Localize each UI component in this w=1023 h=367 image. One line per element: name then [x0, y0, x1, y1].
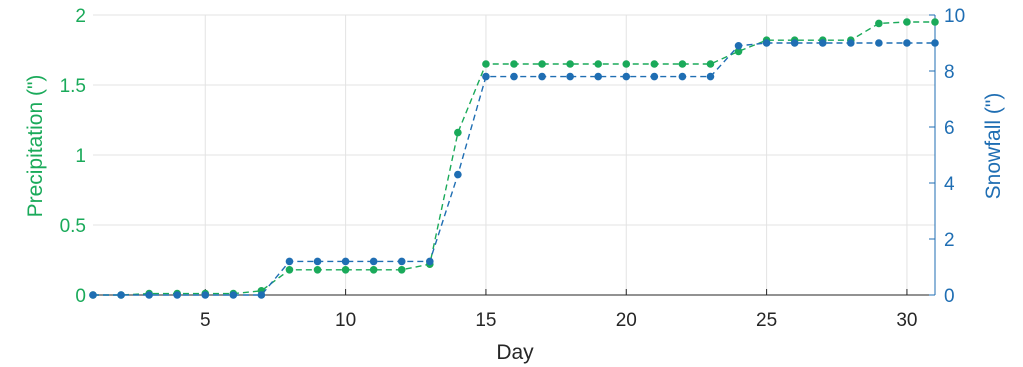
right-y-tick-label: 8: [944, 62, 955, 83]
data-point: [257, 291, 266, 299]
data-point: [538, 60, 546, 68]
data-point: [454, 128, 462, 137]
data-point: [706, 72, 715, 81]
data-point: [313, 266, 322, 274]
snowfall-series: [89, 39, 939, 299]
data-point: [89, 291, 97, 299]
data-point: [426, 257, 434, 266]
data-point: [173, 291, 181, 299]
x-axis-label: Day: [496, 341, 534, 364]
x-tick-label: 10: [335, 310, 356, 331]
data-point: [229, 291, 238, 299]
data-point: [818, 39, 827, 47]
data-point: [931, 18, 939, 26]
data-point: [734, 42, 743, 50]
data-point: [369, 257, 378, 266]
x-tick-label: 15: [475, 310, 496, 331]
data-point: [341, 266, 350, 274]
data-point: [285, 257, 294, 266]
data-point: [341, 257, 350, 266]
data-point: [734, 47, 743, 56]
data-point: [482, 60, 490, 68]
left-y-tick-label: 2: [75, 6, 86, 27]
data-point: [285, 266, 294, 274]
right-y-tick-label: 4: [944, 174, 955, 195]
data-point: [482, 72, 490, 81]
data-point: [903, 39, 911, 47]
data-point: [622, 72, 631, 81]
data-point: [313, 257, 322, 266]
series-line: [93, 42, 935, 296]
data-point: [594, 72, 602, 81]
data-point: [762, 39, 771, 47]
data-point: [594, 60, 602, 68]
left-y-tick-label: 0: [75, 286, 86, 307]
data-point: [566, 60, 574, 68]
data-point: [650, 60, 659, 68]
right-y-tick-label: 10: [944, 6, 965, 27]
right-y-axis-label: Snowfall ("): [982, 93, 1005, 200]
data-point: [397, 257, 406, 266]
data-point: [510, 60, 518, 68]
data-point: [622, 60, 631, 68]
right-y-tick-label: 6: [944, 118, 955, 139]
precipitation-series: [89, 18, 939, 299]
data-point: [847, 39, 855, 47]
data-point: [678, 60, 687, 68]
data-point: [678, 72, 687, 81]
data-point: [790, 39, 799, 47]
data-point: [117, 291, 125, 299]
data-point: [566, 72, 574, 81]
data-point: [875, 19, 883, 28]
left-y-tick-label: 0.5: [60, 216, 86, 237]
right-y-tick-label: 2: [944, 230, 955, 251]
left-y-tick-label: 1: [75, 146, 86, 167]
data-point: [510, 72, 518, 81]
data-point: [650, 72, 659, 81]
data-point: [201, 291, 210, 299]
x-tick-label: 20: [616, 310, 637, 331]
data-point: [875, 39, 883, 47]
data-point: [706, 60, 715, 68]
x-tick-label: 30: [896, 310, 917, 331]
x-tick-label: 25: [756, 310, 777, 331]
right-y-tick-label: 0: [944, 286, 955, 307]
data-point: [454, 170, 462, 179]
series-layer: [89, 18, 939, 299]
data-point: [145, 291, 153, 299]
data-point: [397, 266, 406, 274]
x-tick-label: 5: [200, 310, 211, 331]
data-point: [538, 72, 546, 81]
data-point: [931, 39, 939, 47]
grid-lines: [93, 14, 935, 296]
data-point: [369, 266, 378, 274]
left-y-axis-label: Precipitation ("): [24, 75, 47, 218]
left-y-tick-label: 1.5: [60, 76, 86, 97]
data-point: [903, 18, 911, 26]
